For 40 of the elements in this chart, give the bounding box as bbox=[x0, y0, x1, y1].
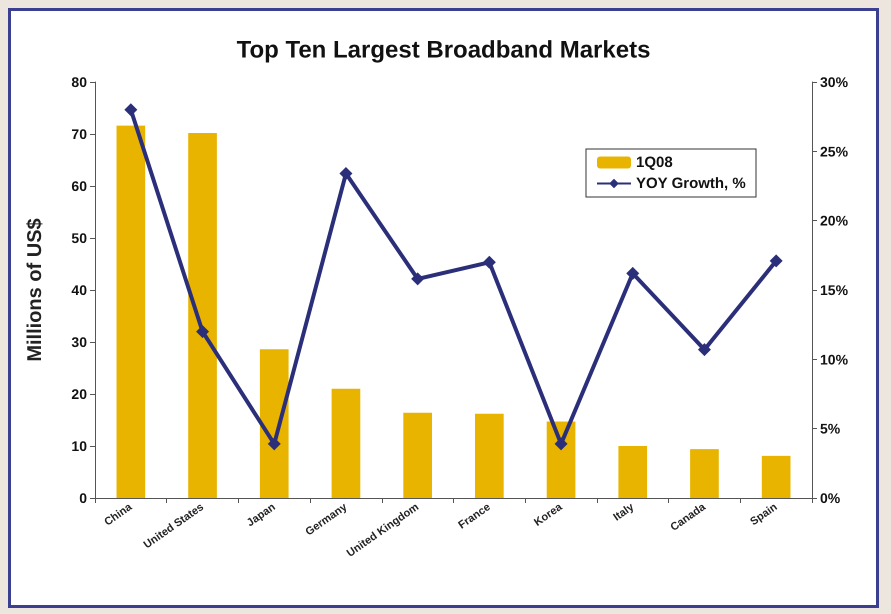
y-tick-label: 80 bbox=[71, 74, 88, 90]
point bbox=[268, 437, 281, 450]
y2-tick-label: 25% bbox=[820, 143, 849, 160]
bar bbox=[762, 456, 790, 498]
point bbox=[698, 343, 711, 356]
point bbox=[482, 256, 496, 269]
bar bbox=[188, 132, 217, 498]
bar bbox=[690, 449, 719, 498]
legend-label: 1Q08 bbox=[636, 154, 673, 171]
point bbox=[770, 254, 783, 268]
y-tick-label: 0 bbox=[79, 490, 88, 506]
bar bbox=[260, 349, 289, 498]
point bbox=[626, 266, 640, 280]
point bbox=[339, 167, 352, 180]
x-tick-label: Italy bbox=[611, 500, 637, 524]
point bbox=[196, 325, 210, 338]
point bbox=[124, 103, 138, 116]
y-tick-label: 20 bbox=[71, 386, 88, 402]
y-tick-label: 50 bbox=[71, 230, 88, 246]
bar bbox=[618, 446, 648, 498]
y-tick-label: 70 bbox=[71, 126, 88, 142]
y2-tick-label: 10% bbox=[820, 351, 849, 368]
bar bbox=[332, 388, 360, 498]
bar bbox=[475, 414, 504, 498]
bar bbox=[116, 126, 146, 498]
legend-label: YOY Growth, % bbox=[636, 175, 746, 192]
y2-tick-label: 20% bbox=[820, 212, 849, 229]
point bbox=[554, 437, 568, 450]
y2-tick-label: 5% bbox=[820, 420, 841, 437]
bar bbox=[403, 412, 432, 498]
y-tick-label: 30 bbox=[71, 334, 88, 350]
y-tick-label: 10 bbox=[71, 438, 88, 454]
y-tick-label: 60 bbox=[71, 178, 88, 194]
y-axis-title: Millions of US$ bbox=[24, 218, 46, 362]
y-tick-label: 40 bbox=[71, 282, 88, 298]
chart-title: Top Ten Largest Broadband Markets bbox=[236, 36, 650, 64]
point bbox=[411, 272, 424, 286]
y2-tick-label: 30% bbox=[820, 74, 849, 90]
y2-tick-label: 15% bbox=[820, 282, 849, 298]
y2-tick-label: 0% bbox=[820, 490, 841, 506]
